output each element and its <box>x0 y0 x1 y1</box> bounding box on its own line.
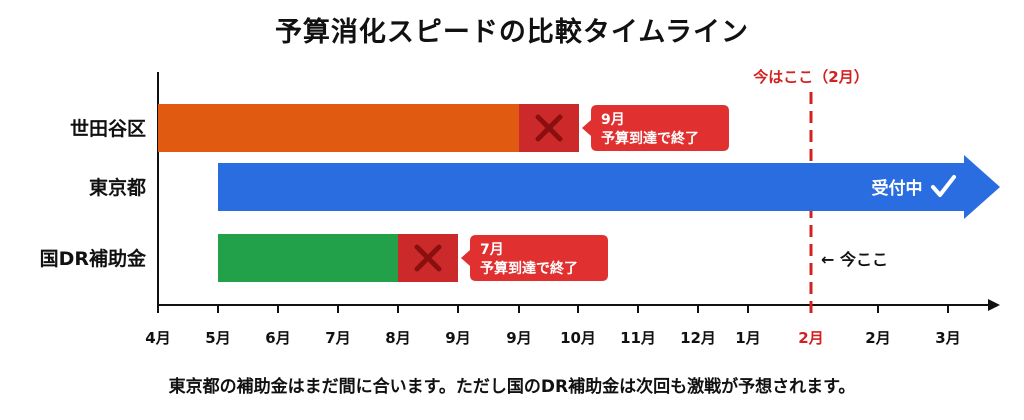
bar-tokyo <box>218 163 964 211</box>
callout-text: 予算到達で終了 <box>480 260 578 277</box>
x-tick-label: 6月 <box>265 329 290 347</box>
x-tick-label: 4月 <box>145 329 170 347</box>
x-tick-label: 2月 <box>865 329 890 347</box>
now-arrow-label: ← 今ここ <box>821 250 888 269</box>
bar-arrowhead <box>964 155 1000 219</box>
x-tick-label: 10月 <box>560 329 596 347</box>
x-tick-label: 12月 <box>680 329 716 347</box>
row-label: 世田谷区 <box>70 118 146 140</box>
x-tick-label: 1月 <box>735 329 760 347</box>
status-label: 受付中 <box>872 178 923 199</box>
chart-title: 予算消化スピードの比較タイムライン <box>274 17 750 48</box>
check-icon <box>931 175 956 197</box>
bar-kuni <box>218 234 398 282</box>
x-tick-label: 3月 <box>935 329 960 347</box>
timeline-chart: 4月 5月 6月 7月 8月 9月 9月 10月 11月 12月 1月 2月 2月 3月 今はここ（2月） 世… <box>40 68 1000 347</box>
x-tick-label: 9月 <box>506 329 531 347</box>
callout-box <box>582 105 729 151</box>
close-icon <box>535 114 563 142</box>
x-tick-label: 7月 <box>325 329 350 347</box>
x-tick-label: 2月 <box>798 329 823 347</box>
row-label: 東京都 <box>89 176 146 199</box>
x-tick-label: 9月 <box>445 329 470 347</box>
close-icon <box>414 244 442 272</box>
x-axis-arrowhead <box>988 299 1000 311</box>
x-tick-label: 11月 <box>620 329 656 347</box>
x-tick-label: 8月 <box>385 329 410 347</box>
callout-month: 7月 <box>480 242 504 258</box>
callout-box <box>461 235 608 281</box>
callout-text: 予算到達で終了 <box>601 130 699 147</box>
now-marker-label: 今はここ（2月） <box>752 68 868 86</box>
x-tick-label: 5月 <box>205 329 230 347</box>
bar-setagaya <box>158 104 519 152</box>
callout-month: 9月 <box>601 112 625 128</box>
footer-note: 東京都の補助金はまだ間に合います。ただし国のDR補助金は次回も激戦が予想されます… <box>168 377 856 397</box>
row-label: 国DR補助金 <box>40 247 147 270</box>
